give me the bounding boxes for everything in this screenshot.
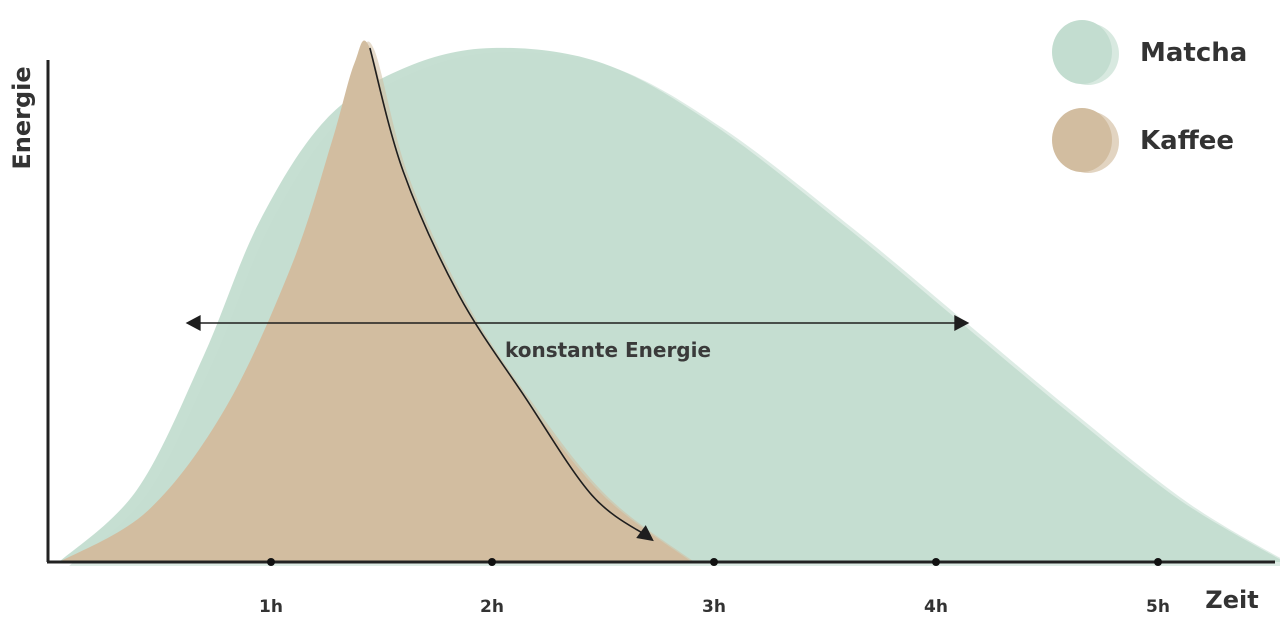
constant-energy-arrowhead-right (954, 314, 970, 331)
constant-energy-label: konstante Energie (505, 338, 711, 362)
coffee-decline-arrowhead (636, 525, 654, 542)
annotation-layer: konstante Energie (185, 47, 970, 542)
coffee-decline-arrow-line (369, 47, 648, 537)
kaffee-legend-label: Kaffee (1140, 126, 1234, 156)
x-axis-title: Zeit (1205, 586, 1258, 614)
x-tick-label: 2h (480, 597, 504, 617)
x-tick-label: 1h (259, 597, 283, 617)
x-tick-label: 5h (1146, 597, 1170, 617)
x-ticks: 1h 2h 3h 4h 5h (259, 558, 1170, 617)
matcha-legend-swatch (1052, 20, 1112, 84)
x-tick-label: 4h (924, 597, 948, 617)
x-tick-dot (932, 558, 940, 566)
kaffee-legend-swatch (1052, 108, 1112, 172)
matcha-legend-label: Matcha (1140, 38, 1247, 68)
x-tick-dot (488, 558, 496, 566)
series-areas (59, 40, 1280, 566)
x-tick-dot (710, 558, 718, 566)
legend: Matcha Kaffee (1052, 20, 1247, 173)
constant-energy-arrowhead-left (185, 314, 201, 331)
x-tick-label: 3h (702, 597, 726, 617)
x-tick-dot (267, 558, 275, 566)
kaffee-area (59, 40, 692, 563)
x-tick-dot (1154, 558, 1162, 566)
y-axis-title: Energie (8, 66, 36, 169)
